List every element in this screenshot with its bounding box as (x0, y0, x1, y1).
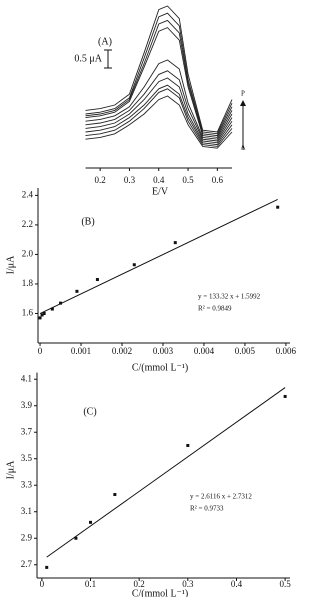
x-tick-label: 0.2 (134, 579, 145, 589)
x-axis-label: C/(mmol L⁻¹) (132, 588, 188, 597)
x-tick-label: 0.4 (153, 175, 165, 185)
data-point (45, 565, 49, 569)
x-tick-label: 0.5 (280, 579, 292, 589)
x-tick-label: 0.2 (95, 175, 106, 185)
y-tick-label: 3.1 (21, 506, 32, 516)
voltammogram (85, 77, 233, 144)
data-point (283, 394, 287, 398)
data-point (75, 289, 79, 293)
y-tick-label: 3.5 (21, 453, 33, 463)
voltammogram (85, 70, 233, 142)
y-tick-label: 1.6 (22, 308, 34, 318)
voltammogram (85, 59, 233, 140)
x-tick-label: 0 (38, 346, 43, 356)
x-axis-label: E/V (152, 186, 169, 197)
data-point (95, 278, 99, 282)
x-tick-label: 0.002 (112, 346, 132, 356)
y-axis-label: I/μA (5, 460, 16, 479)
y-tick-label: 2.9 (21, 532, 33, 542)
y-tick-label: 1.8 (22, 278, 34, 288)
data-point (38, 316, 42, 320)
r-squared: R² = 0.9849 (198, 305, 232, 313)
x-tick-label: 0.3 (182, 579, 194, 589)
voltammogram (85, 12, 233, 135)
data-point (113, 493, 117, 497)
y-tick-label: 4.1 (21, 373, 32, 383)
data-point (42, 311, 46, 315)
data-point (186, 443, 190, 447)
panel-label: (A) (98, 36, 112, 47)
voltammogram (85, 27, 233, 138)
voltammogram (85, 19, 233, 137)
r-squared: R² = 0.9733 (190, 505, 224, 513)
x-tick-label: 0.5 (182, 175, 194, 185)
x-tick-label: 0.4 (231, 579, 243, 589)
x-tick-label: 0.004 (194, 346, 215, 356)
x-tick-label: 0 (40, 579, 45, 589)
voltammogram (85, 95, 233, 149)
x-tick-label: 0.005 (235, 346, 256, 356)
x-axis-label: C/(mmol L⁻¹) (132, 362, 188, 373)
page: {"chart_data": [ {"type": "line", "label… (5, 5, 297, 597)
arrow-head (240, 100, 246, 106)
data-point (59, 301, 63, 305)
x-tick-label: 0.1 (85, 579, 96, 589)
figure: (A) E/V 0.2 0.3 0.4 0.5 0.6 0.5 μA P A (B) C/(mmol … (5, 5, 297, 597)
voltammogram (85, 5, 233, 133)
x-tick-label: 0.6 (212, 175, 224, 185)
fit-line (39, 198, 278, 315)
y-tick-label: 2.0 (22, 248, 34, 258)
fit-equation: y = 133.32 x + 1.5992 (198, 293, 261, 301)
data-point (276, 205, 280, 209)
y-tick-label: 3.7 (21, 426, 33, 436)
panel-label: (C) (83, 406, 96, 417)
data-point (50, 307, 54, 311)
y-tick-label: 3.9 (21, 400, 33, 410)
scale-bar-label: 0.5 μA (74, 53, 102, 64)
panel-label: (B) (81, 216, 94, 227)
fit-equation: y = 2.6116 x + 2.7312 (190, 493, 252, 501)
x-tick-label: 0.006 (276, 346, 297, 356)
y-tick-label: 2.2 (22, 219, 33, 229)
data-point (40, 313, 44, 317)
arrow-label: P (241, 90, 245, 98)
x-tick-label: 0.001 (71, 346, 91, 356)
data-point (132, 263, 136, 267)
data-point (74, 536, 78, 540)
data-point (89, 520, 93, 524)
y-tick-label: 2.7 (21, 559, 33, 569)
y-tick-label: 3.3 (21, 479, 33, 489)
data-point (173, 241, 177, 245)
arrow-label: A (240, 144, 245, 152)
fit-line (46, 387, 286, 558)
x-tick-label: 0.003 (153, 346, 174, 356)
y-axis-label: I/μA (5, 255, 16, 274)
y-tick-label: 2.4 (22, 189, 34, 199)
voltammogram (85, 88, 233, 147)
x-tick-label: 0.3 (124, 175, 136, 185)
voltammogram (85, 84, 233, 146)
